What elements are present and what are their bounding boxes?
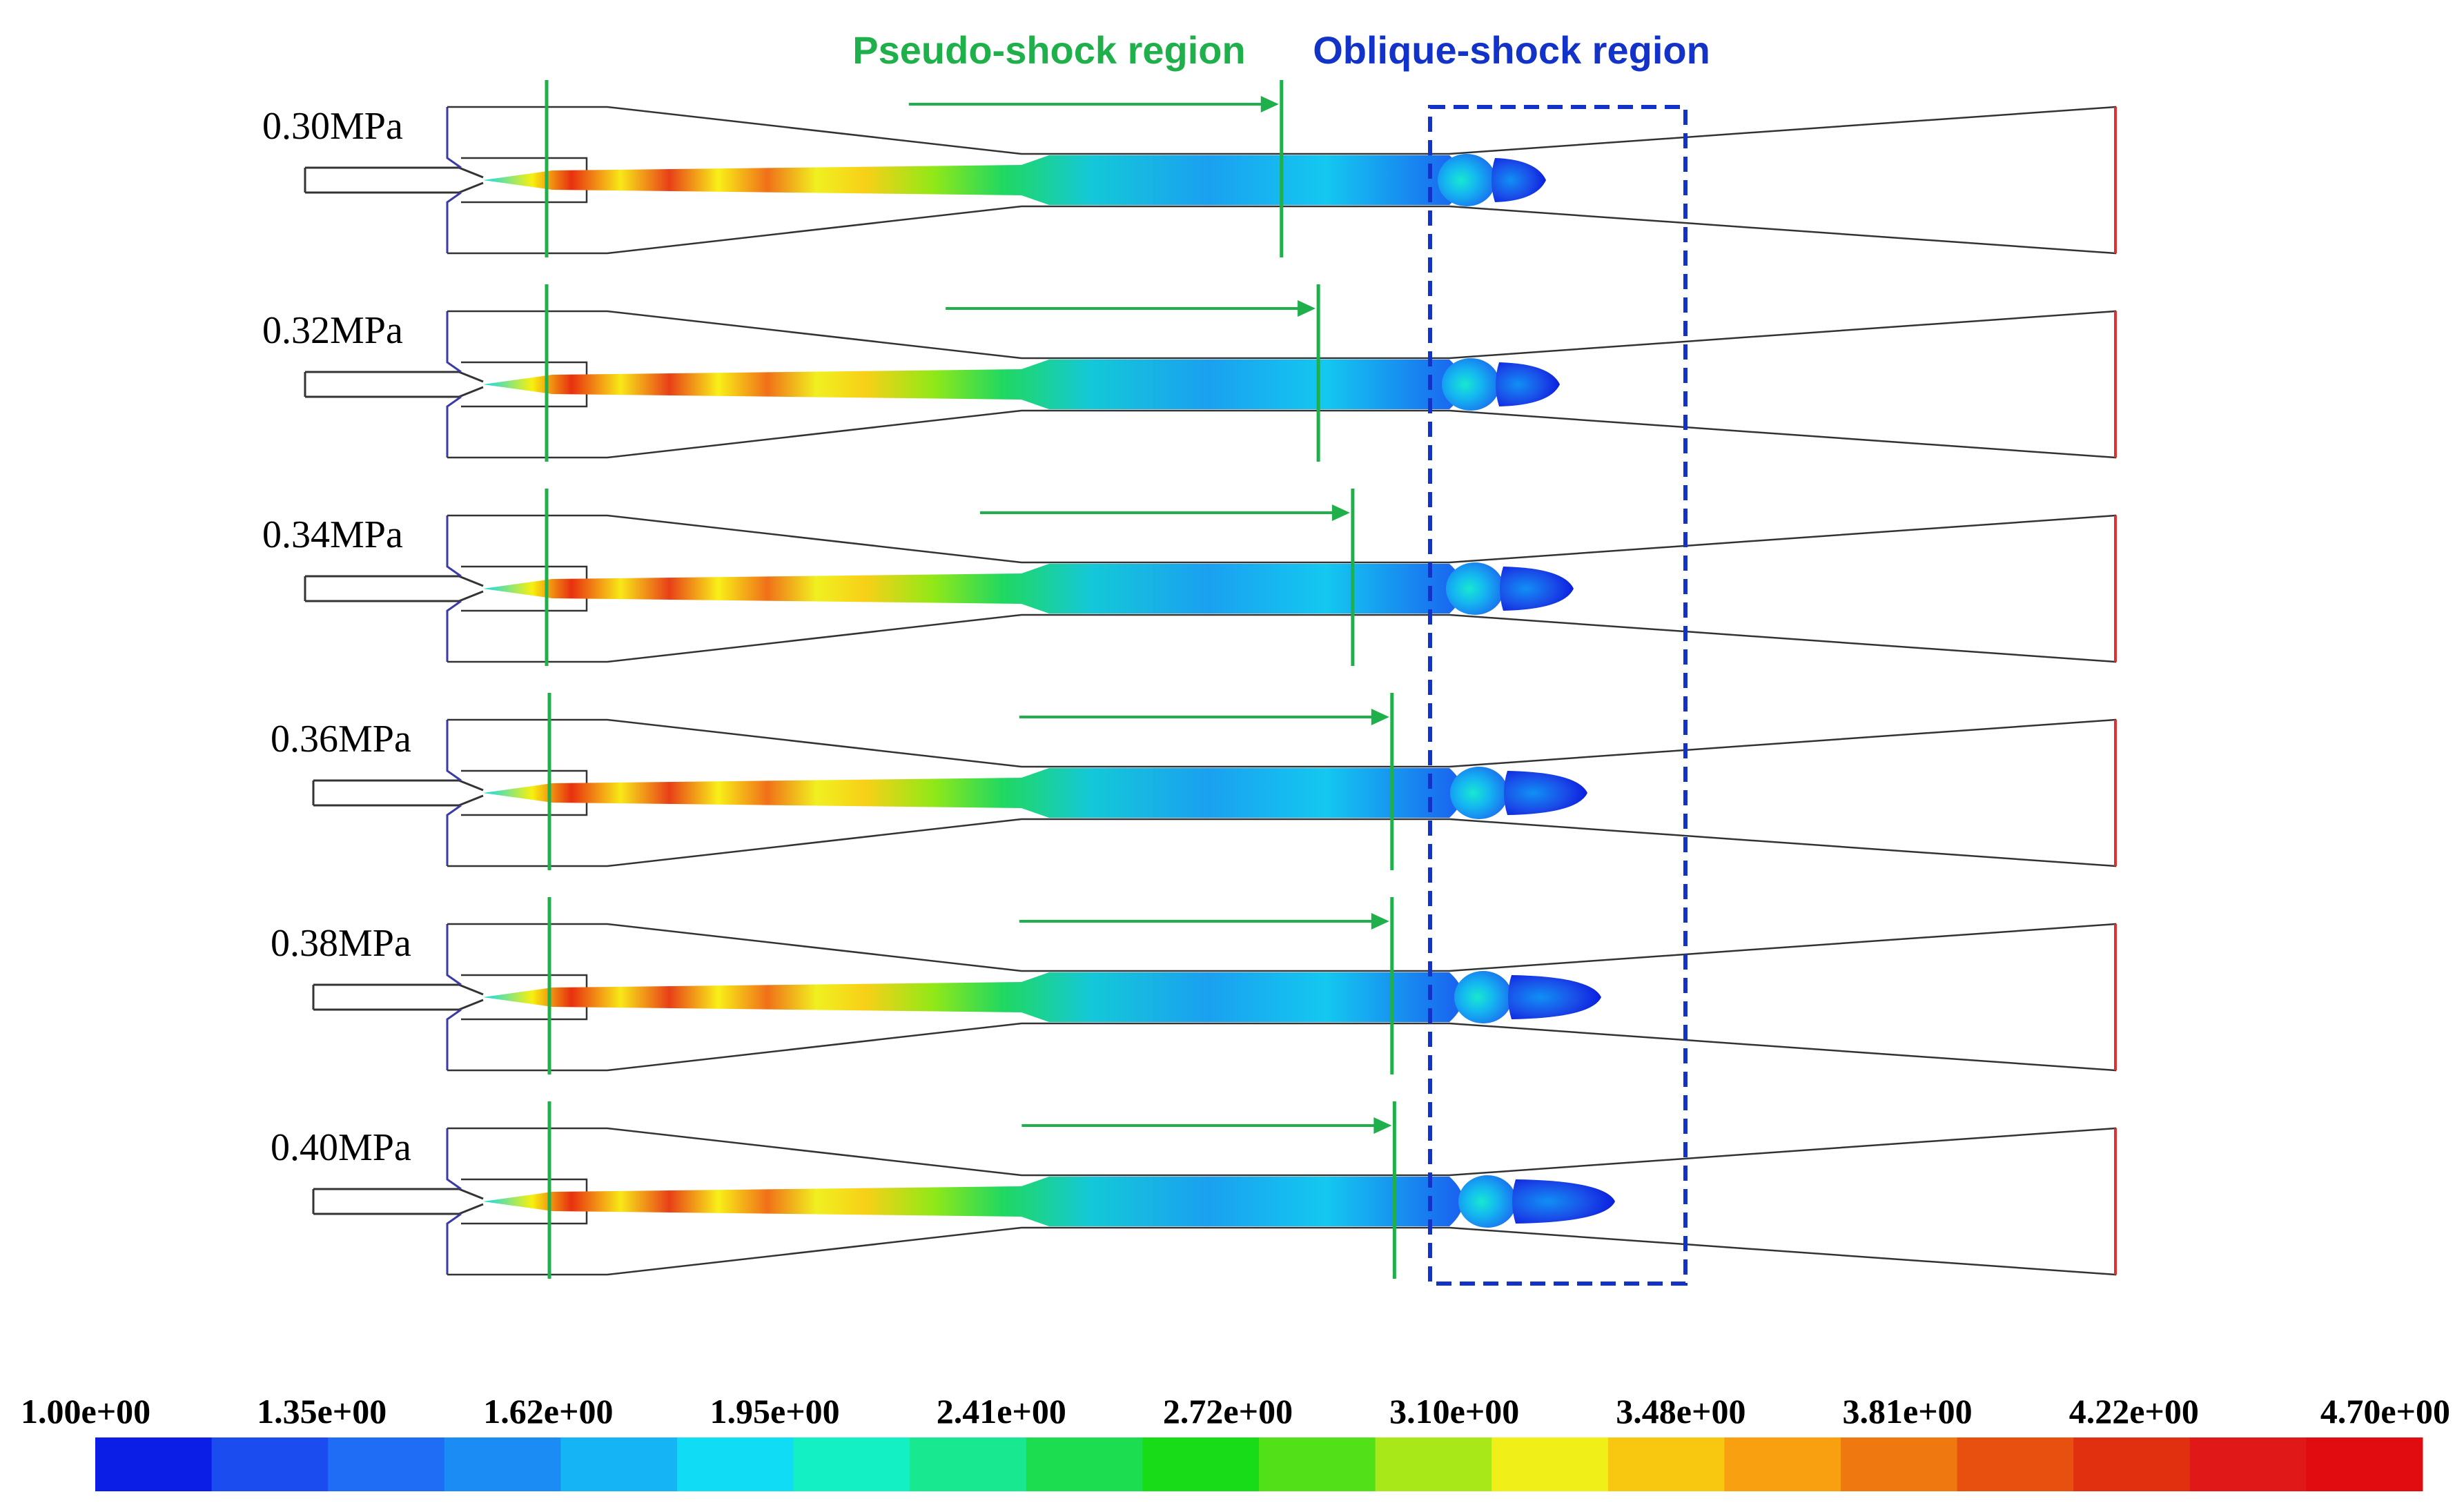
primary-nozzle (312, 1188, 484, 1215)
colorbar-swatch (793, 1437, 910, 1491)
colorbar-swatch (2306, 1437, 2423, 1491)
pressure-label: 0.34MPa (262, 513, 403, 556)
primary-nozzle (304, 575, 484, 602)
colorbar-swatch (1607, 1437, 1725, 1491)
colorbar-tick-label: 3.10e+00 (1389, 1392, 1519, 1431)
colorbar-tick-label: 3.81e+00 (1843, 1392, 1973, 1431)
arrow-head (1331, 504, 1350, 521)
case-row: 0.36MPa (271, 693, 2117, 870)
case-row: 0.34MPa (262, 489, 2117, 666)
pressure-label: 0.38MPa (271, 922, 411, 965)
mixing-chamber-inner (461, 1178, 588, 1225)
oblique-shock-region-box (1428, 105, 1688, 1286)
arrow-head (1260, 96, 1279, 112)
oblique-shock-label: Oblique-shock region (1313, 28, 1710, 72)
supersonic-jet (483, 1177, 1463, 1226)
colorbar-tick-label: 1.35e+00 (257, 1392, 387, 1431)
colorbar-tick-label: 2.41e+00 (937, 1392, 1066, 1431)
secondary-inlet (446, 924, 462, 1070)
mixing-chamber-inner (461, 157, 588, 204)
shock-bulb (1442, 358, 1500, 411)
arrow-head (1371, 913, 1389, 930)
colorbar-tick-label: 1.00e+00 (21, 1392, 150, 1431)
case-row: 0.40MPa (271, 1101, 2117, 1279)
secondary-inlet (446, 720, 462, 866)
colorbar-swatch (1142, 1437, 1260, 1491)
shock-bulb (1454, 971, 1512, 1023)
colorbar-swatch (1724, 1437, 1841, 1491)
mixing-chamber-inner (461, 361, 588, 408)
mixing-chamber-inner (461, 769, 588, 816)
arrow-head (1371, 709, 1389, 725)
colorbar-tick-label: 2.72e+00 (1163, 1392, 1293, 1431)
colorbar-swatch (910, 1437, 1027, 1491)
secondary-inlet (446, 516, 462, 662)
pressure-label: 0.32MPa (262, 309, 403, 352)
shock-bulb (1458, 1175, 1516, 1228)
supersonic-jet (483, 360, 1463, 409)
colorbar-tick-label: 1.95e+00 (710, 1392, 840, 1431)
oblique-shock-tail (1504, 771, 1587, 815)
arrow-head (1298, 300, 1316, 317)
colorbar-swatch (211, 1437, 329, 1491)
case-row: 0.30MPa (262, 80, 2117, 257)
case-row: 0.38MPa (271, 897, 2117, 1074)
colorbar-swatch (1841, 1437, 1958, 1491)
colorbar-swatch (444, 1437, 561, 1491)
supersonic-jet (483, 768, 1463, 818)
oblique-shock-tail (1500, 567, 1574, 611)
shock-bulb (1438, 154, 1496, 206)
colorbar-tick-label: 4.22e+00 (2069, 1392, 2199, 1431)
colorbar-tick-label: 1.62e+00 (483, 1392, 613, 1431)
colorbar-swatch (2073, 1437, 2191, 1491)
colorbar: 1.00e+00 1.35e+00 1.62e+00 1.95e+00 2.41e+00… (21, 1392, 2450, 1491)
case-row: 0.32MPa (262, 284, 2117, 462)
pseudo-shock-label: Pseudo-shock region (852, 28, 1245, 72)
oblique-shock-tail (1508, 975, 1601, 1019)
pressure-label: 0.36MPa (271, 718, 411, 760)
primary-nozzle (312, 983, 484, 1011)
arrow-head (1373, 1117, 1392, 1134)
supersonic-jet (483, 155, 1463, 205)
pressure-label: 0.40MPa (271, 1126, 411, 1169)
primary-nozzle (304, 166, 484, 194)
colorbar-swatch (1375, 1437, 1492, 1491)
primary-nozzle (312, 779, 484, 807)
shock-bulb (1446, 562, 1504, 615)
secondary-inlet (446, 107, 462, 253)
colorbar-swatch (1491, 1437, 1609, 1491)
colorbar-swatch (677, 1437, 794, 1491)
colorbar-swatch (328, 1437, 445, 1491)
colorbar-swatch (95, 1437, 213, 1491)
colorbar-swatch (560, 1437, 678, 1491)
secondary-inlet (446, 1128, 462, 1275)
pressure-label: 0.30MPa (262, 105, 403, 148)
mixing-chamber-inner (461, 565, 588, 612)
secondary-inlet (446, 311, 462, 458)
supersonic-jet (483, 564, 1463, 613)
colorbar-tick-label: 3.48e+00 (1616, 1392, 1745, 1431)
colorbar-swatch (1026, 1437, 1143, 1491)
simulation-cases: 0.30MPa 0.32MPa 0.34MPa 0.36MPa 0.38MPa 0.40M… (262, 80, 2117, 1279)
shock-bulb (1450, 767, 1508, 819)
oblique-shock-tail (1496, 362, 1560, 406)
mixing-chamber-inner (461, 974, 588, 1021)
colorbar-swatch (1259, 1437, 1376, 1491)
primary-nozzle (304, 371, 484, 398)
oblique-shock-tail (1491, 158, 1546, 202)
oblique-shock-tail (1512, 1179, 1615, 1224)
supersonic-jet (483, 972, 1463, 1022)
colorbar-swatch (1957, 1437, 2074, 1491)
colorbar-tick-label: 4.70e+00 (2320, 1392, 2450, 1431)
colorbar-swatch (2189, 1437, 2307, 1491)
